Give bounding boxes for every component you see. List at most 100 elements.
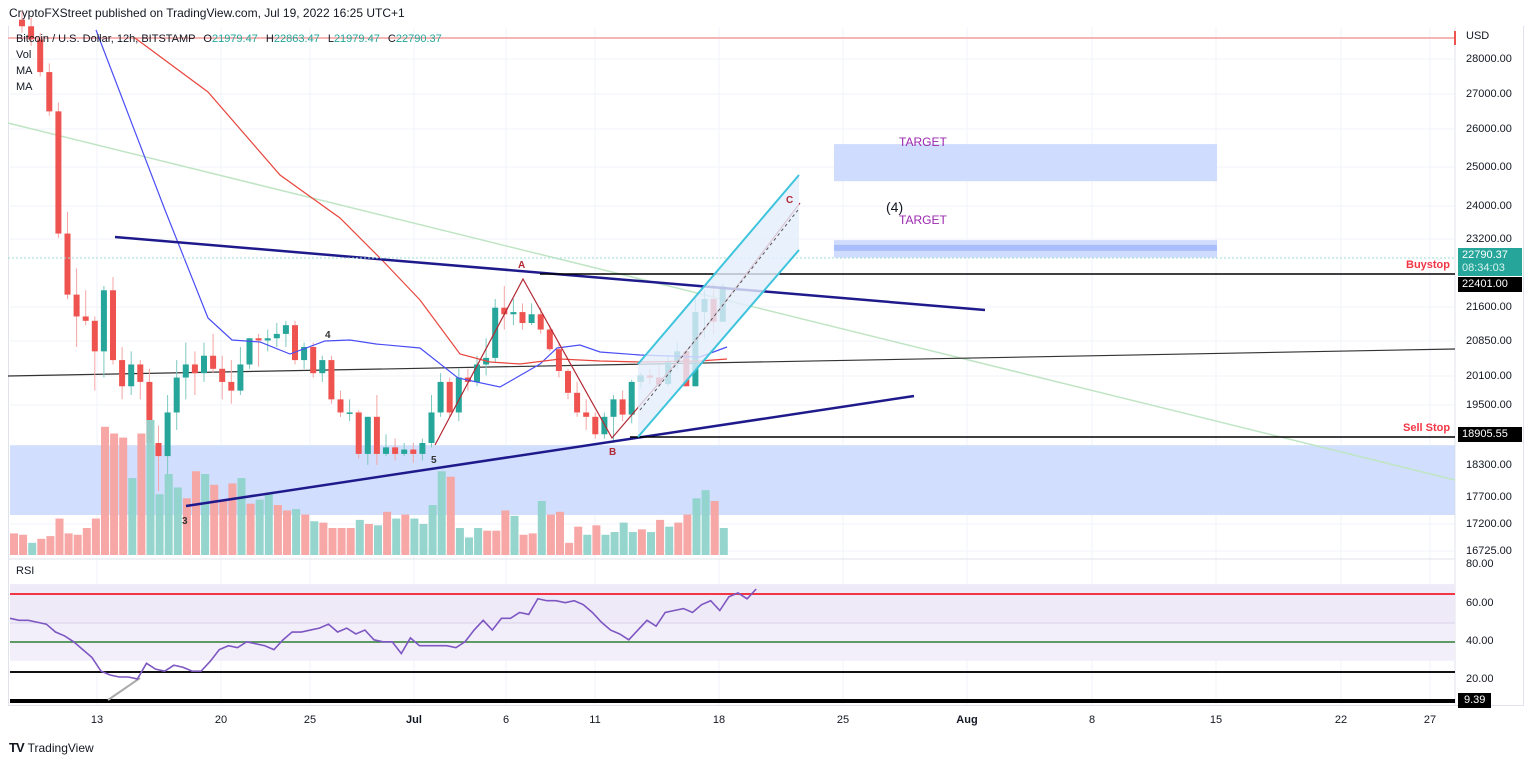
candle-body	[628, 381, 635, 415]
candle-body	[164, 412, 171, 457]
chart-frame	[8, 26, 1524, 706]
candle-body	[501, 307, 508, 315]
candle-body	[574, 392, 581, 413]
wave-3-label: 3	[182, 516, 188, 527]
target-zone-lower-core	[834, 244, 1217, 251]
candle-body	[100, 290, 107, 352]
volume-bar	[546, 514, 555, 555]
wave-4-paren-label: (4)	[886, 199, 904, 215]
candle-body	[401, 449, 408, 454]
volume-bar	[474, 528, 483, 555]
tradingview-logo-icon: TV	[9, 740, 25, 755]
volume-bar	[574, 526, 583, 555]
time-tick-label: 13	[90, 714, 104, 726]
volume-bar	[483, 530, 492, 555]
wave-b-label: B	[609, 447, 617, 458]
rsi-tick: 60.00	[1466, 597, 1494, 609]
volume-bar	[55, 518, 64, 555]
volume-bar	[683, 514, 692, 555]
volume-bar	[237, 478, 246, 555]
volume-bar	[228, 483, 237, 555]
low-key: L	[327, 33, 334, 45]
bar-countdown: 08:34:03	[1462, 262, 1505, 274]
candle-body	[191, 364, 198, 374]
close-key: C	[387, 33, 396, 45]
indicator-ma-2[interactable]: MA	[16, 81, 33, 93]
candle-body	[146, 381, 153, 443]
low-value: 21979.47	[333, 33, 380, 45]
price-tick: 18300.00	[1466, 459, 1512, 471]
rsi-value-tag: 9.39	[1458, 693, 1492, 708]
volume-bar	[383, 511, 392, 555]
volume-bar	[91, 518, 100, 555]
volume-bar	[173, 487, 182, 555]
candle-body	[528, 314, 535, 323]
volume-bar	[73, 534, 82, 555]
candle-body	[437, 381, 444, 413]
last-price-tag: 22790.37 08:34:03	[1458, 248, 1522, 276]
channel-fill	[638, 175, 799, 437]
volume-bar	[119, 437, 128, 555]
rsi-tick: 40.00	[1466, 635, 1494, 647]
price-tick: 17200.00	[1466, 518, 1512, 530]
candle-body	[519, 312, 526, 323]
volume-bar	[110, 433, 119, 555]
candle-body	[337, 399, 344, 413]
target-upper-label: TARGET	[899, 135, 947, 149]
volume-bar	[665, 526, 674, 555]
target-lower-label: TARGET	[899, 213, 947, 227]
candle-body	[64, 233, 71, 295]
volume-bar	[292, 509, 301, 555]
volume-bar	[601, 534, 610, 555]
time-tick-label: 11	[589, 714, 601, 726]
price-tick: 27000.00	[1466, 88, 1512, 100]
candle-body	[383, 447, 389, 454]
volume-bar	[273, 505, 282, 555]
price-tick: 24000.00	[1466, 200, 1512, 212]
rsi-band-upper	[10, 584, 1455, 623]
open-value: 21979.47	[211, 33, 258, 45]
rsi-pane-label[interactable]: RSI	[16, 565, 35, 577]
volume-bar	[510, 515, 519, 555]
volume-bar	[310, 521, 319, 555]
ma-fast-line	[95, 29, 728, 388]
price-tick: 23200.00	[1466, 233, 1512, 245]
candle-body	[228, 381, 235, 391]
time-tick-label: 27	[1423, 714, 1437, 726]
indicator-vol[interactable]: Vol	[16, 49, 32, 61]
volume-bar	[374, 525, 382, 555]
volume-bar	[519, 534, 528, 555]
candle-body	[246, 338, 253, 365]
time-tick-label: Aug	[956, 714, 978, 726]
currency-label[interactable]: USD	[1466, 30, 1490, 42]
candle-body	[537, 314, 544, 330]
time-tick-label: 20	[214, 714, 228, 726]
tradingview-footer[interactable]: TV TradingView	[9, 740, 94, 755]
high-value: 22863.47	[273, 33, 320, 45]
time-tick-label: Jul	[406, 714, 422, 726]
candle-body	[355, 412, 362, 454]
candle-body	[73, 294, 80, 317]
candle-body	[546, 329, 553, 350]
volume-bar	[19, 534, 28, 555]
candle-body	[392, 447, 399, 454]
sellstop-price-tag: 18905.55	[1458, 427, 1522, 442]
volume-bar	[565, 542, 574, 555]
candle-body	[583, 412, 590, 417]
volume-bar	[619, 522, 628, 555]
symbol-title[interactable]: Bitcoin / U.S. Dollar, 12h, BITSTAMP	[16, 33, 196, 45]
time-tick-label: 15	[1209, 714, 1223, 726]
wave-a-label: A	[518, 260, 526, 271]
candle-body	[610, 399, 617, 417]
indicator-ma-1[interactable]: MA	[16, 65, 33, 77]
volume-bar	[437, 471, 446, 555]
price-tick: 26000.00	[1466, 123, 1512, 135]
candle-body	[255, 338, 262, 341]
candle-body	[428, 412, 435, 443]
time-tick-label: 18	[712, 714, 726, 726]
volume-bar	[46, 536, 55, 555]
time-tick-label: 25	[303, 714, 317, 726]
rsi-tick: 20.00	[1466, 673, 1494, 685]
time-tick-label: 25	[836, 714, 850, 726]
